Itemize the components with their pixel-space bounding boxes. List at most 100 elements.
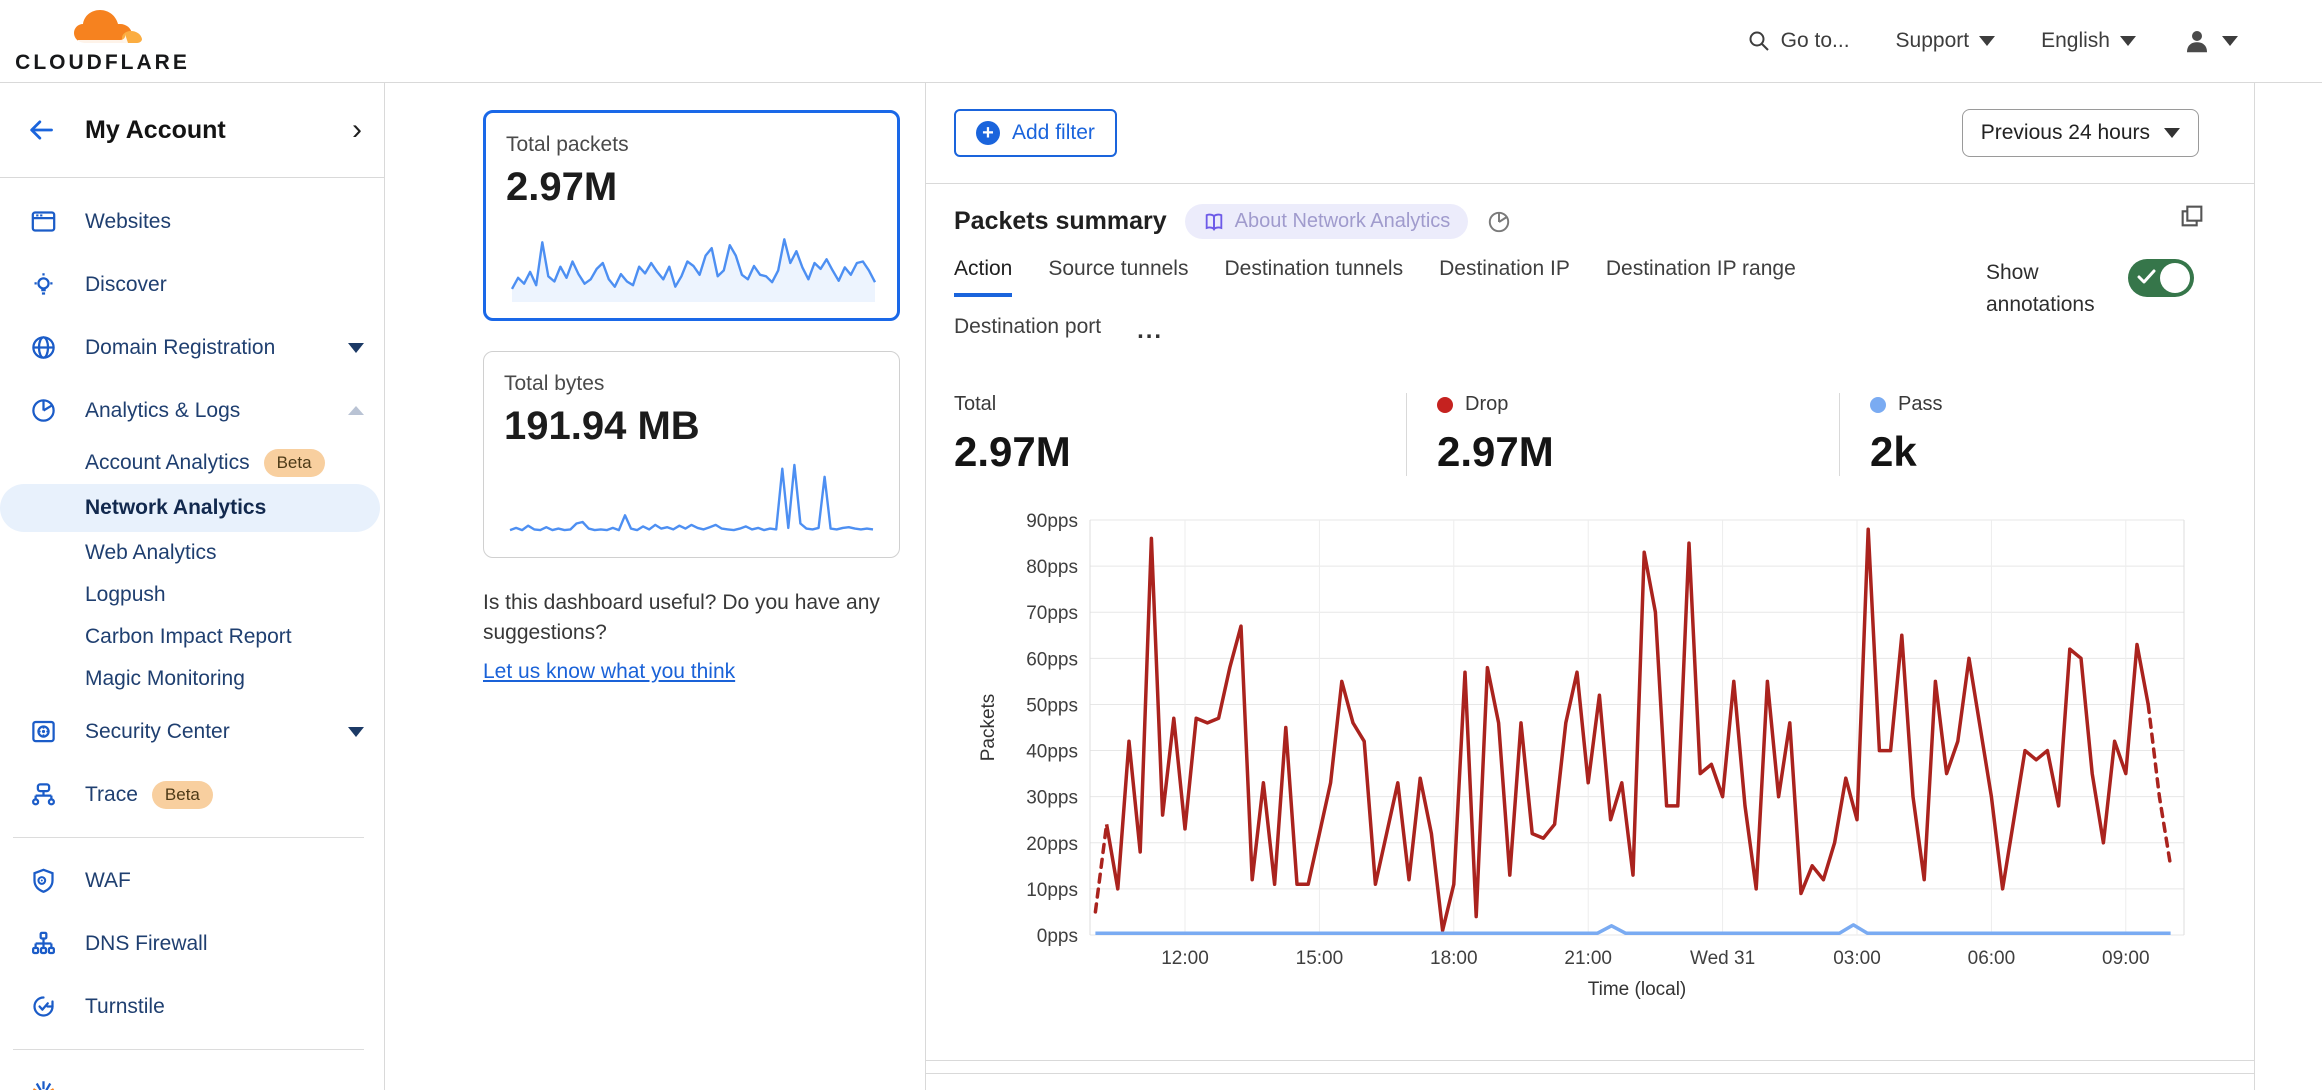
time-range-select[interactable]: Previous 24 hours <box>1961 109 2199 157</box>
summary-stats: Total 2.97M Drop 2.97M <box>954 393 2226 476</box>
add-filter-button[interactable]: + Add filter <box>954 109 1117 157</box>
chevron-down-icon <box>2222 36 2238 46</box>
section-gap <box>926 1061 2254 1073</box>
sidebar-item-logpush[interactable]: Logpush <box>0 574 384 616</box>
sidebar-item-domain-registration[interactable]: Domain Registration <box>0 316 384 379</box>
tab-destination-tunnels[interactable]: Destination tunnels <box>1224 257 1404 280</box>
sidebar-item-label: Carbon Impact Report <box>85 625 292 648</box>
cloudflare-logo[interactable]: CLOUDFLARE <box>15 7 187 75</box>
card-title: Total packets <box>506 133 629 156</box>
user-menu[interactable] <box>2182 26 2238 56</box>
svg-text:60pps: 60pps <box>1026 649 1078 670</box>
card-value: 2.97M <box>506 165 618 209</box>
svg-text:0pps: 0pps <box>1037 926 1078 947</box>
plus-icon: + <box>976 121 1000 145</box>
tab-destination-ip[interactable]: Destination IP <box>1439 257 1570 280</box>
sidebar-item-security-center[interactable]: Security Center <box>0 700 384 763</box>
feedback-text: Is this dashboard useful? Do you have an… <box>483 591 880 645</box>
account-title: My Account <box>85 115 226 144</box>
sidebar-item-discover[interactable]: Discover <box>0 253 384 316</box>
show-annotations-control: Show annotations <box>1986 257 2226 351</box>
tab-source-tunnels[interactable]: Source tunnels <box>1048 257 1189 280</box>
sidebar-item-analytics-logs[interactable]: Analytics & Logs <box>0 379 384 442</box>
chevron-down-icon <box>1979 36 1996 46</box>
chevron-right-icon[interactable]: › <box>352 113 362 146</box>
about-network-analytics-badge[interactable]: About Network Analytics <box>1184 204 1469 239</box>
stat-total-label: Total <box>954 393 997 415</box>
tabs-row: Action Source tunnels Destination tunnel… <box>954 257 2226 351</box>
show-annotations-label: Show annotations <box>1986 261 2095 316</box>
goto-label: Go to... <box>1780 29 1850 52</box>
sidebar-item-network-analytics[interactable]: Network Analytics <box>0 484 380 532</box>
packets-sparkline <box>510 238 877 302</box>
sidebar-item-label: Security Center <box>85 719 230 743</box>
book-icon <box>1205 213 1222 231</box>
svg-text:Packets: Packets <box>978 694 999 762</box>
duplicate-icon[interactable] <box>2178 202 2206 230</box>
sidebar-item-magic-monitoring[interactable]: Magic Monitoring <box>0 658 384 700</box>
back-arrow-icon[interactable] <box>25 116 57 144</box>
vault-icon <box>32 720 55 743</box>
svg-text:Time (local): Time (local) <box>1588 979 1687 1000</box>
pie-chart-icon <box>32 399 55 422</box>
packets-time-series-chart[interactable]: 0pps 10pps 20pps 30pps 40pps 50pps 60pps 70pps 8… <box>954 502 2226 1002</box>
beta-badge: Beta <box>263 449 325 477</box>
chevron-up-icon <box>348 406 364 415</box>
globe-icon <box>32 336 55 359</box>
dns-tree-icon <box>32 931 55 955</box>
spark-burst-icon <box>32 1081 55 1090</box>
sidebar-item-label: Discover <box>85 272 167 296</box>
summary-header: Packets summary About Network Analytics <box>954 204 2226 239</box>
sidebar-item-label: Domain Registration <box>85 335 276 359</box>
time-range-label: Previous 24 hours <box>1980 121 2150 144</box>
sidebar-item-waf[interactable]: WAF <box>0 849 384 912</box>
feedback-block: Is this dashboard useful? Do you have an… <box>483 588 923 687</box>
stat-total: Total 2.97M <box>954 393 1406 476</box>
lightbulb-icon <box>34 273 53 295</box>
svg-text:70pps: 70pps <box>1026 603 1078 624</box>
svg-text:50pps: 50pps <box>1026 695 1078 716</box>
pass-legend-dot <box>1870 396 1886 413</box>
stat-drop-value: 2.97M <box>1437 428 1554 475</box>
feedback-link[interactable]: Let us know what you think <box>483 659 736 683</box>
sidebar-item-carbon-impact-report[interactable]: Carbon Impact Report <box>0 616 384 658</box>
sidebar-item-partial[interactable] <box>0 1061 384 1090</box>
language-menu[interactable]: English <box>2041 29 2136 53</box>
sidebar-item-websites[interactable]: Websites <box>0 190 384 253</box>
annotations-toggle[interactable] <box>2128 259 2194 297</box>
pie-chart-icon <box>1489 211 1510 232</box>
stat-pass-label: Pass <box>1898 393 1943 415</box>
tab-destination-ip-range[interactable]: Destination IP range <box>1605 257 1796 280</box>
account-header: My Account › <box>0 83 384 178</box>
goto-search[interactable]: Go to... <box>1747 29 1850 53</box>
beta-badge: Beta <box>151 780 213 809</box>
svg-text:80pps: 80pps <box>1026 557 1078 578</box>
total-bytes-card[interactable]: Total bytes 191.94 MB <box>483 351 900 558</box>
tab-destination-port[interactable]: Destination port <box>954 315 1102 338</box>
stat-drop-label: Drop <box>1465 393 1509 415</box>
card-title: Total bytes <box>504 372 605 395</box>
sidebar-item-turnstile[interactable]: Turnstile <box>0 975 384 1038</box>
sidebar-item-label: Web Analytics <box>85 541 217 564</box>
svg-text:20pps: 20pps <box>1026 834 1078 855</box>
sidebar-item-account-analytics[interactable]: Account Analytics Beta <box>0 442 384 484</box>
more-tabs-button[interactable]: ... <box>1137 317 1164 344</box>
tab-action[interactable]: Action <box>954 257 1013 297</box>
sidebar-nav: Websites Discover <box>0 178 384 1090</box>
stat-pass-value: 2k <box>1870 428 1917 475</box>
sidebar-item-dns-firewall[interactable]: DNS Firewall <box>0 912 384 975</box>
support-label: Support <box>1895 29 1970 52</box>
summary-title: Packets summary <box>954 207 1167 235</box>
content-area: Total packets 2.97M Total bytes 191.94 M… <box>385 83 2322 1090</box>
sidebar-item-label: Logpush <box>85 583 166 606</box>
support-menu[interactable]: Support <box>1896 29 1996 53</box>
cloudflare-cloud-icon <box>73 10 142 43</box>
sidebar-item-web-analytics[interactable]: Web Analytics <box>0 532 384 574</box>
bytes-sparkline <box>509 463 874 532</box>
svg-text:03:00: 03:00 <box>1833 948 1881 969</box>
total-packets-card[interactable]: Total packets 2.97M <box>483 110 900 321</box>
dimension-tabs: Action Source tunnels Destination tunnel… <box>954 257 1924 351</box>
sidebar-item-trace[interactable]: Trace Beta <box>0 763 384 826</box>
sidebar-item-label: Websites <box>85 209 171 233</box>
